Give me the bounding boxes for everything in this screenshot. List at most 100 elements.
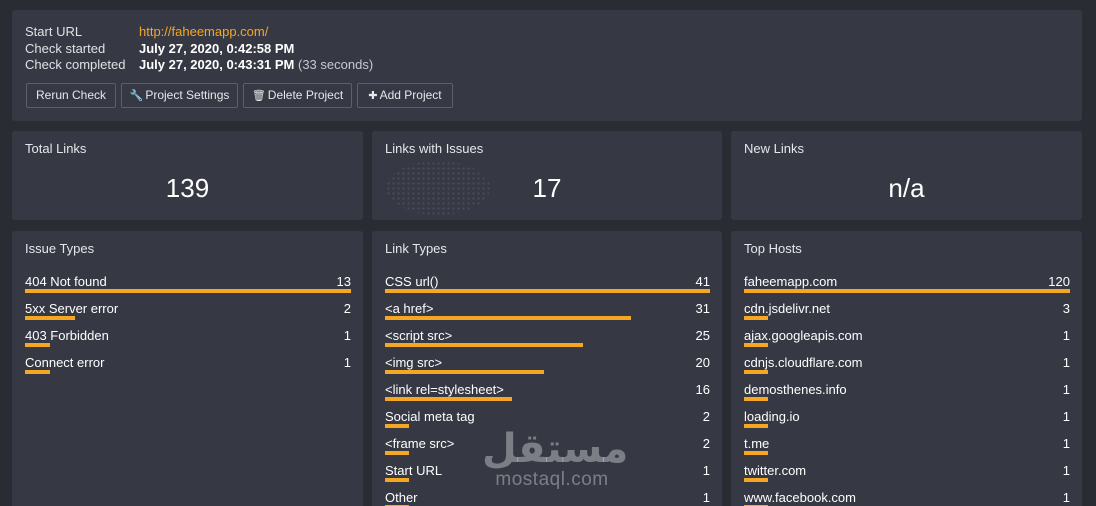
add-project-button[interactable]: ✚ Add Project: [357, 83, 453, 108]
issue-types-list: 404 Not found 13 5xx Server error 2 403 Forb…: [25, 274, 351, 382]
list-item[interactable]: www.facebook.com 1: [744, 490, 1070, 506]
issue-types-title: Issue Types: [25, 241, 95, 256]
item-count: 2: [702, 409, 710, 424]
list-item[interactable]: <frame src> 2: [385, 436, 710, 463]
list-item[interactable]: cdn.jsdelivr.net 3: [744, 301, 1070, 328]
item-count: 1: [702, 463, 710, 478]
project-settings-button[interactable]: 🔧 Project Settings: [121, 83, 238, 108]
item-name[interactable]: Start URL: [385, 463, 443, 478]
list-item[interactable]: twitter.com 1: [744, 463, 1070, 490]
item-count: 120: [1048, 274, 1070, 289]
check-info-panel: Start URL http://faheemapp.com/ Check st…: [12, 10, 1082, 121]
new-links-panel: New Links n/a: [731, 131, 1082, 220]
item-name[interactable]: <frame src>: [385, 436, 455, 451]
list-item[interactable]: 404 Not found 13: [25, 274, 351, 301]
list-item[interactable]: CSS url() 41: [385, 274, 710, 301]
links-with-issues-panel: Links with Issues 17: [372, 131, 722, 220]
item-bar: [744, 289, 1070, 293]
total-links-value: 139: [165, 173, 210, 203]
list-item[interactable]: <link rel=stylesheet> 16: [385, 382, 710, 409]
item-bar: [744, 397, 768, 401]
item-name[interactable]: 403 Forbidden: [25, 328, 109, 343]
item-bar: [744, 370, 768, 374]
item-bar: [744, 343, 768, 347]
list-item[interactable]: Connect error 1: [25, 355, 351, 382]
item-bar: [385, 316, 631, 320]
item-name[interactable]: twitter.com: [744, 463, 807, 478]
item-name[interactable]: www.facebook.com: [744, 490, 856, 505]
item-name[interactable]: cdnjs.cloudflare.com: [744, 355, 863, 370]
list-item[interactable]: <a href> 31: [385, 301, 710, 328]
item-name[interactable]: <a href>: [385, 301, 434, 316]
item-name[interactable]: Social meta tag: [385, 409, 475, 424]
wrench-icon: 🔧: [129, 90, 144, 102]
new-links-value: n/a: [888, 173, 925, 203]
list-item[interactable]: Social meta tag 2: [385, 409, 710, 436]
list-item[interactable]: faheemapp.com 120: [744, 274, 1070, 301]
item-name[interactable]: 404 Not found: [25, 274, 107, 289]
item-bar: [25, 289, 351, 293]
item-name[interactable]: CSS url(): [385, 274, 439, 289]
item-count: 2: [343, 301, 351, 316]
item-name[interactable]: <script src>: [385, 328, 453, 343]
list-item[interactable]: <img src> 20: [385, 355, 710, 382]
item-count: 20: [695, 355, 710, 370]
item-name[interactable]: 5xx Server error: [25, 301, 119, 316]
list-item[interactable]: ajax.googleapis.com 1: [744, 328, 1070, 355]
sparkline-dots: [386, 161, 490, 215]
delete-project-button[interactable]: 🗑 Delete Project: [243, 83, 352, 108]
item-count: 2: [702, 436, 710, 451]
item-count: 3: [1062, 301, 1070, 316]
list-item[interactable]: 5xx Server error 2: [25, 301, 351, 328]
item-name[interactable]: demosthenes.info: [744, 382, 847, 397]
list-item[interactable]: Other 1: [385, 490, 710, 506]
item-bar: [385, 397, 512, 401]
list-item[interactable]: demosthenes.info 1: [744, 382, 1070, 409]
check-completed-value: July 27, 2020, 0:43:31 PM (33 seconds): [139, 57, 373, 73]
issue-types-panel: Issue Types 404 Not found 13 5xx Server er…: [12, 231, 363, 506]
link-types-list: CSS url() 41 <a href> 31 <script src> 25 <img …: [385, 274, 710, 506]
total-links-panel: Total Links 139: [12, 131, 363, 220]
item-bar: [744, 316, 768, 320]
item-name[interactable]: faheemapp.com: [744, 274, 838, 289]
list-item[interactable]: 403 Forbidden 1: [25, 328, 351, 355]
item-name[interactable]: loading.io: [744, 409, 800, 424]
item-count: 13: [336, 274, 351, 289]
check-duration: (33 seconds): [298, 57, 374, 72]
item-name[interactable]: cdn.jsdelivr.net: [744, 301, 830, 316]
item-bar: [744, 424, 768, 428]
check-started-label: Check started: [25, 41, 106, 56]
item-name[interactable]: t.me: [744, 436, 770, 451]
item-count: 25: [695, 328, 710, 343]
start-url-link[interactable]: http://faheemapp.com/: [139, 24, 269, 39]
rerun-check-button[interactable]: Rerun Check: [26, 83, 116, 108]
item-name[interactable]: Connect error: [25, 355, 105, 370]
item-bar: [385, 370, 544, 374]
rerun-check-label: Rerun Check: [35, 88, 107, 102]
list-item[interactable]: t.me 1: [744, 436, 1070, 463]
item-name[interactable]: ajax.googleapis.com: [744, 328, 863, 343]
item-count: 16: [695, 382, 710, 397]
list-item[interactable]: <script src> 25: [385, 328, 710, 355]
item-bar: [25, 316, 75, 320]
item-bar: [385, 451, 409, 455]
start-url-label: Start URL: [25, 24, 83, 39]
item-name[interactable]: <link rel=stylesheet>: [385, 382, 504, 397]
item-bar: [744, 451, 768, 455]
list-item[interactable]: Start URL 1: [385, 463, 710, 490]
item-bar: [25, 343, 50, 347]
item-count: 1: [702, 490, 710, 505]
item-count: 1: [1062, 328, 1070, 343]
trash-icon: 🗑: [251, 90, 266, 102]
item-count: 1: [343, 328, 351, 343]
item-count: 1: [343, 355, 351, 370]
item-name[interactable]: Other: [385, 490, 418, 505]
top-hosts-panel: Top Hosts faheemapp.com 120 cdn.jsdelivr.n…: [731, 231, 1082, 506]
item-count: 1: [1062, 436, 1070, 451]
list-item[interactable]: loading.io 1: [744, 409, 1070, 436]
delete-project-label: Delete Project: [267, 88, 344, 102]
list-item[interactable]: cdnjs.cloudflare.com 1: [744, 355, 1070, 382]
item-count: 1: [1062, 355, 1070, 370]
item-name[interactable]: <img src>: [385, 355, 443, 370]
item-count: 41: [695, 274, 710, 289]
